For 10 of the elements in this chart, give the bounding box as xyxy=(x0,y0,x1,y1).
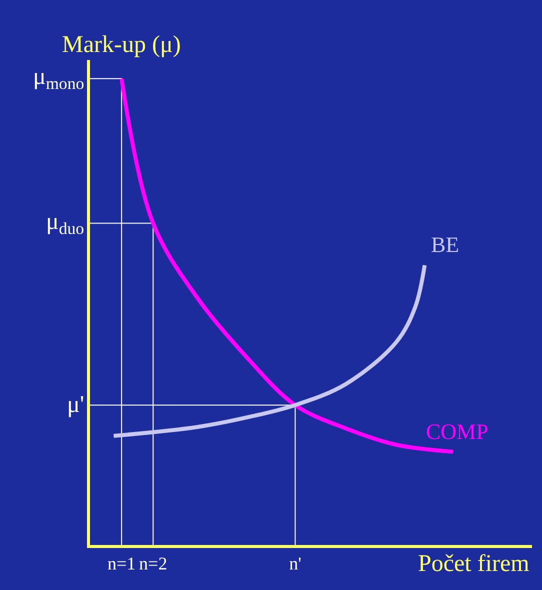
x-tick-label: n' xyxy=(289,554,302,574)
x-tick-label: n=1 xyxy=(107,554,136,574)
series-label: COMP xyxy=(426,419,488,444)
x-tick-label: n=2 xyxy=(139,554,168,574)
series-label: BE xyxy=(431,232,460,257)
y-axis-title: Mark-up (μ) xyxy=(62,32,181,58)
ref-line-label: μ$_{mono}$ xyxy=(33,64,84,94)
ref-line-label: μ' xyxy=(67,392,84,418)
ref-line-label: μ$_{duo}$ xyxy=(46,209,84,238)
x-axis-title: Počet firem xyxy=(418,551,530,577)
